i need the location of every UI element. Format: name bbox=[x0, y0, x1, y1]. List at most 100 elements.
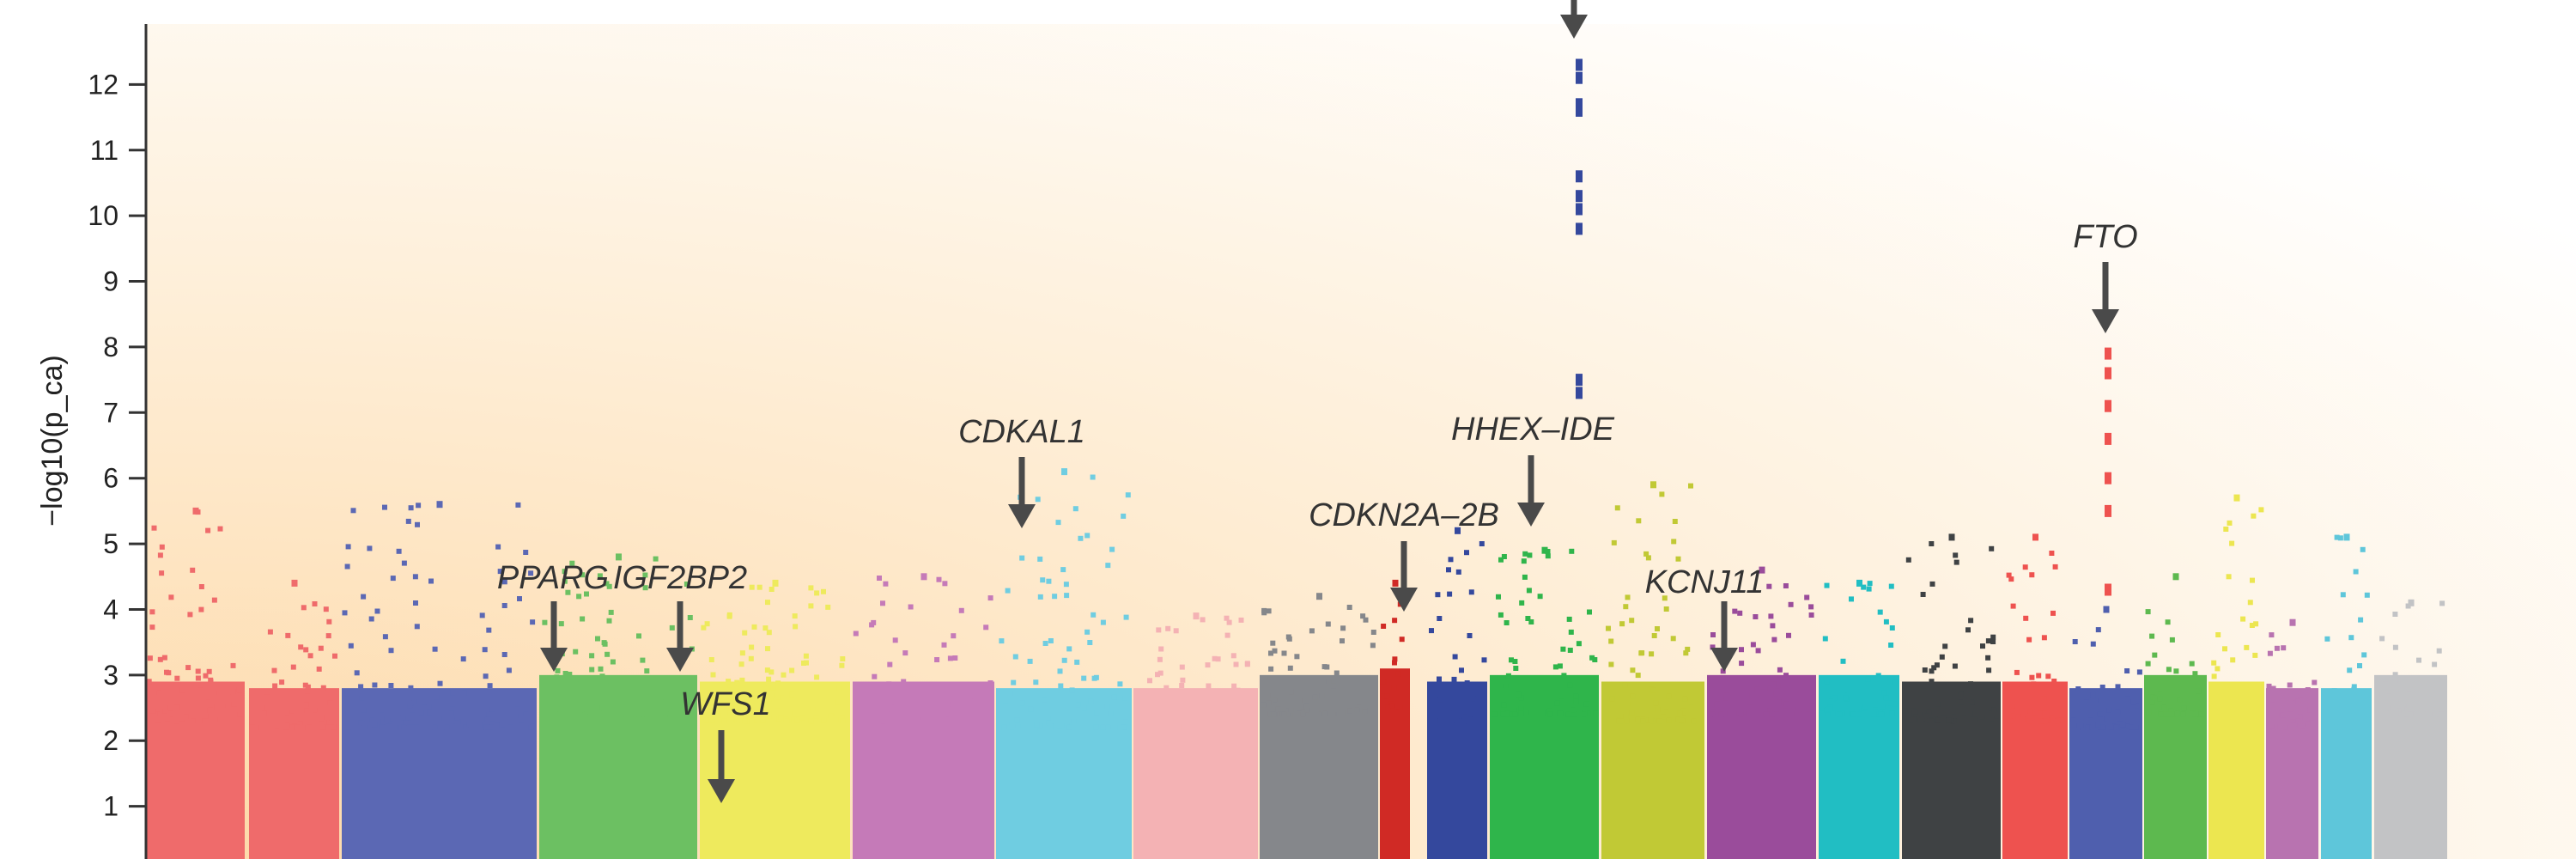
snp-point-max bbox=[2233, 494, 2240, 502]
snp-point bbox=[2379, 711, 2385, 717]
snp-point bbox=[915, 717, 921, 723]
snp-point bbox=[1093, 674, 1099, 680]
snp-point bbox=[883, 581, 889, 587]
snp-point bbox=[836, 685, 842, 691]
snp-point bbox=[946, 698, 951, 704]
snp-point bbox=[1518, 695, 1524, 701]
snp-point bbox=[593, 691, 599, 698]
snp-point bbox=[1075, 702, 1081, 708]
snp-point bbox=[1783, 673, 1789, 679]
snp-point bbox=[1176, 723, 1182, 729]
snp-point bbox=[1773, 711, 1779, 717]
snp-point bbox=[1572, 711, 1577, 717]
snp-point bbox=[599, 673, 605, 679]
snp-point bbox=[775, 703, 780, 709]
snp-point bbox=[249, 724, 255, 730]
chromosome-6-band bbox=[853, 681, 994, 859]
snp-point bbox=[400, 715, 406, 721]
snp-point bbox=[1163, 685, 1170, 691]
signal-point bbox=[2105, 399, 2111, 412]
snp-point bbox=[1205, 702, 1210, 708]
snp-point bbox=[1381, 624, 1387, 629]
snp-point bbox=[477, 722, 483, 728]
snp-point bbox=[950, 716, 956, 722]
chromosome-11 bbox=[1427, 527, 1487, 859]
snp-point bbox=[2358, 617, 2364, 623]
snp-point bbox=[2007, 706, 2012, 712]
snp-point bbox=[562, 671, 568, 676]
snp-point bbox=[640, 657, 646, 663]
snp-point bbox=[1297, 700, 1303, 706]
snp-point bbox=[1179, 664, 1185, 670]
snp-point bbox=[911, 717, 917, 722]
snp-point-max bbox=[1316, 593, 1322, 600]
snp-point bbox=[552, 710, 558, 716]
snp-point bbox=[2354, 724, 2360, 730]
snp-point bbox=[2295, 718, 2301, 724]
snp-point bbox=[2297, 714, 2303, 720]
snp-point bbox=[1929, 679, 1935, 685]
snp-point bbox=[198, 606, 204, 612]
snp-point bbox=[1655, 626, 1660, 631]
snp-point bbox=[1477, 702, 1482, 708]
snp-point bbox=[208, 714, 214, 719]
snp-point bbox=[814, 715, 819, 721]
snp-point bbox=[1609, 696, 1615, 702]
snp-point bbox=[760, 717, 766, 723]
snp-point bbox=[1567, 648, 1573, 653]
snp-point bbox=[804, 660, 809, 666]
snp-point bbox=[789, 691, 795, 698]
snp-point bbox=[2385, 704, 2391, 710]
snp-point bbox=[1078, 535, 1084, 541]
snp-point bbox=[2133, 718, 2139, 724]
snp-point bbox=[369, 717, 375, 723]
snp-point bbox=[2252, 652, 2258, 658]
snp-point-max bbox=[2408, 599, 2415, 606]
y-tick-label: 8 bbox=[103, 332, 118, 362]
snp-point bbox=[2416, 711, 2422, 716]
snp-point bbox=[1546, 708, 1552, 714]
snp-point bbox=[359, 695, 365, 701]
snp-point bbox=[2253, 621, 2259, 627]
snp-point bbox=[2032, 715, 2038, 721]
snp-point bbox=[159, 570, 165, 576]
snp-point bbox=[2059, 717, 2065, 723]
snp-point bbox=[344, 564, 350, 570]
snp-point bbox=[727, 710, 733, 716]
gene-annotation: CDKAL1 bbox=[958, 414, 1085, 528]
snp-point bbox=[149, 624, 155, 631]
snp-point bbox=[739, 677, 745, 683]
snp-point bbox=[769, 692, 775, 698]
snp-point bbox=[410, 707, 416, 713]
snp-point bbox=[173, 718, 179, 724]
snp-point bbox=[2010, 603, 2016, 609]
snp-point bbox=[951, 633, 957, 639]
snp-point bbox=[1334, 710, 1340, 716]
snp-point bbox=[1037, 556, 1043, 562]
snp-point bbox=[1181, 724, 1187, 730]
snp-point bbox=[2383, 708, 2389, 714]
snp-point bbox=[530, 619, 536, 625]
snp-point bbox=[2257, 718, 2263, 723]
snp-point bbox=[1433, 718, 1439, 724]
snp-point bbox=[945, 702, 951, 708]
snp-point bbox=[2208, 716, 2215, 722]
snp-point bbox=[606, 618, 612, 624]
snp-point bbox=[1246, 713, 1252, 719]
snp-point-max bbox=[1856, 579, 1862, 587]
snp-point bbox=[1788, 601, 1794, 607]
snp-point bbox=[1680, 710, 1686, 716]
snp-point bbox=[814, 718, 819, 724]
snp-point bbox=[1225, 705, 1231, 710]
snp-point bbox=[283, 724, 289, 730]
snp-point bbox=[1985, 655, 1991, 661]
snp-point bbox=[1492, 711, 1498, 717]
snp-point bbox=[2351, 686, 2357, 692]
chromosome-9 bbox=[1260, 593, 1378, 859]
snp-point bbox=[150, 708, 156, 714]
snp-point bbox=[987, 710, 993, 716]
snp-point bbox=[489, 716, 495, 722]
snp-point bbox=[586, 709, 592, 715]
snp-point bbox=[220, 703, 226, 709]
snp-point bbox=[2180, 711, 2186, 717]
